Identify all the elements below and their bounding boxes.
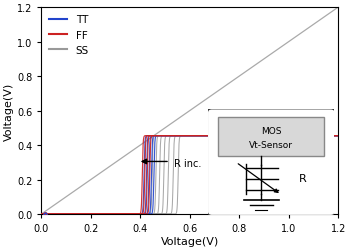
Text: Vt-Sensor: Vt-Sensor: [249, 140, 293, 149]
Bar: [218, 117, 324, 156]
FancyBboxPatch shape: [207, 109, 336, 216]
X-axis label: Voltage(V): Voltage(V): [161, 236, 219, 246]
Y-axis label: Voltage(V): Voltage(V): [4, 82, 14, 140]
Text: MOS: MOS: [261, 126, 281, 136]
Legend: TT, FF, SS: TT, FF, SS: [44, 11, 93, 60]
Text: R: R: [299, 173, 307, 183]
Text: R inc.: R inc.: [174, 158, 201, 168]
